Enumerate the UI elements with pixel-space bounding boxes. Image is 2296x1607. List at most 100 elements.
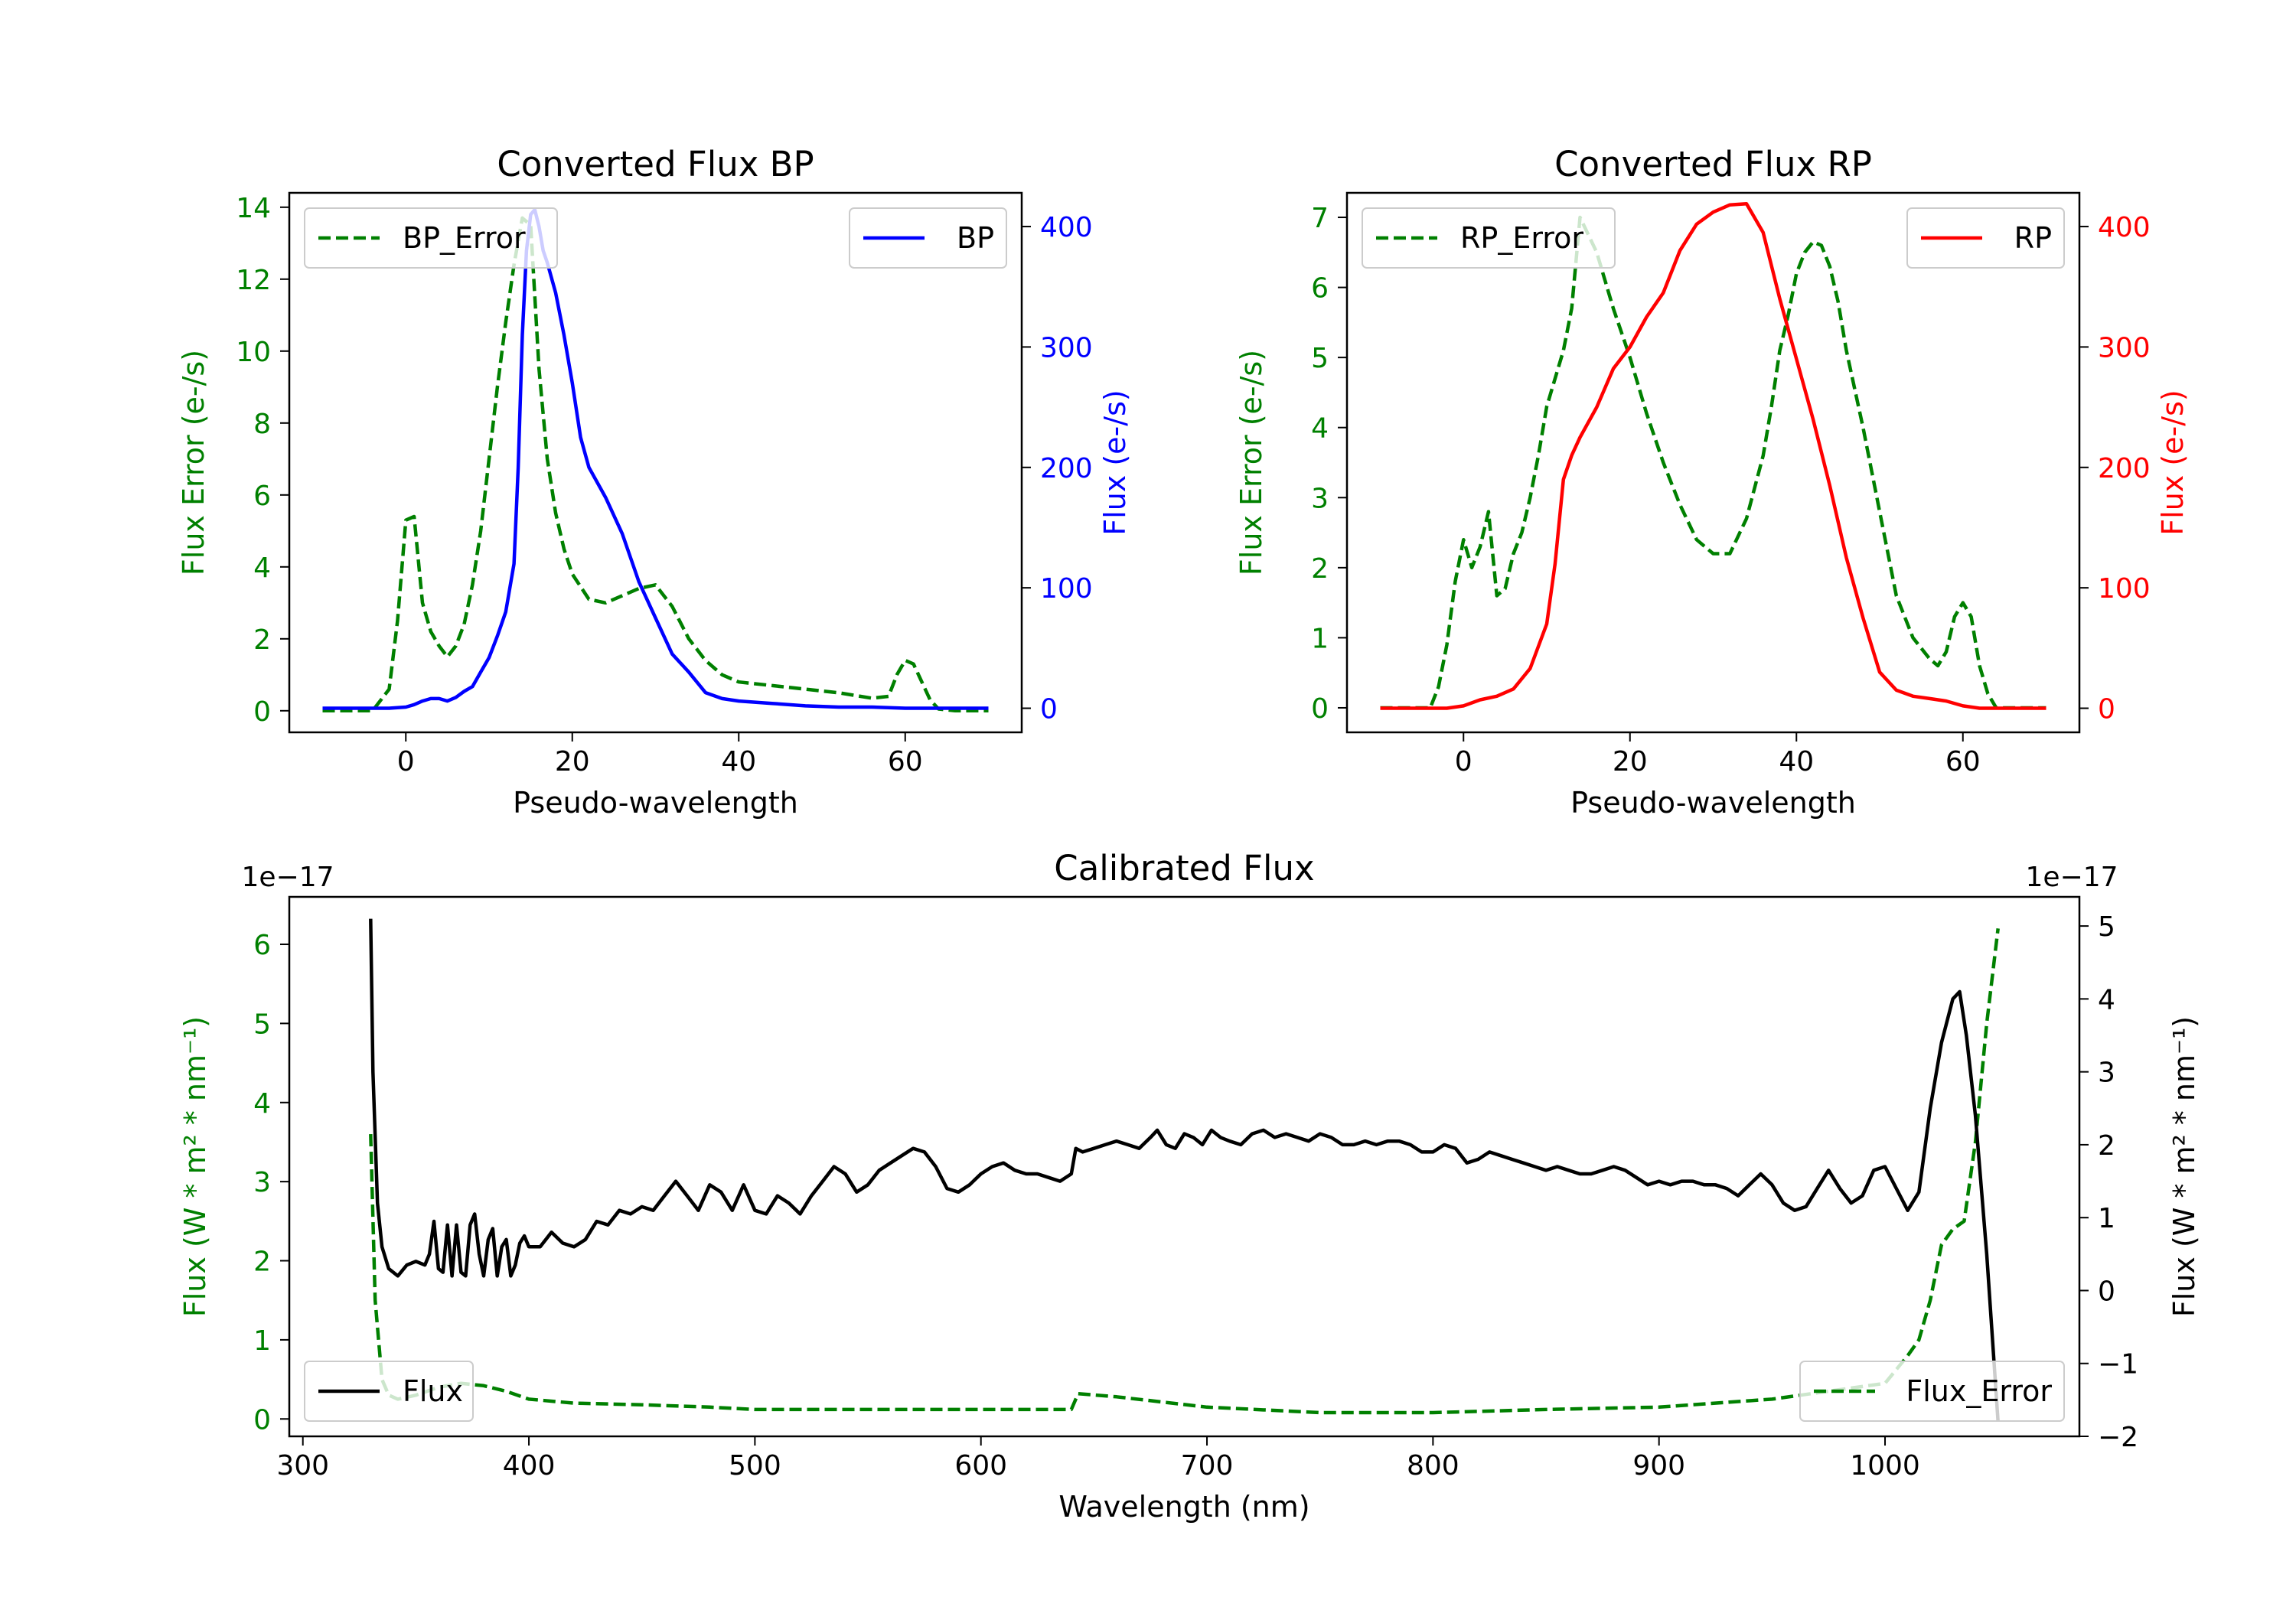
right-y-tick-label: 400 xyxy=(1040,212,1093,243)
left-y-tick-label: 2 xyxy=(253,624,271,656)
plot-frame xyxy=(288,895,2081,1438)
series-line-flux xyxy=(369,918,2000,1423)
x-axis-label: Pseudo-wavelength xyxy=(513,786,798,820)
left-offset-text: 1e−17 xyxy=(241,862,334,893)
series-line-bp-error xyxy=(322,216,989,713)
legend-label: Flux_Error xyxy=(1906,1374,2052,1408)
legend-box xyxy=(304,207,558,269)
left-y-tick-label: 10 xyxy=(236,337,271,368)
legend-label: RP_Error xyxy=(1460,221,1583,255)
right-y-tick-label: 4 xyxy=(2098,984,2115,1015)
right-y-tick-label: −2 xyxy=(2098,1422,2138,1453)
chart-2: Converted Flux RP0 20 40 60Pseudo-wavelengt… xyxy=(1234,144,2190,820)
left-y-tick-label: 0 xyxy=(253,696,271,728)
legend-rp: RP xyxy=(1906,207,2065,269)
left-y-tick-label: 0 xyxy=(1311,693,1329,725)
left-y-tick-label: 1 xyxy=(253,1325,271,1357)
left-y-tick-label: 0 xyxy=(253,1404,271,1436)
x-tick-label: 40 xyxy=(721,746,756,777)
right-offset-text: 1e−17 xyxy=(2025,862,2118,893)
x-tick-label: 800 xyxy=(1407,1450,1459,1482)
left-y-tick-label: 6 xyxy=(253,930,271,961)
legend-flux: Flux xyxy=(304,1361,474,1422)
left-y-tick-label: 3 xyxy=(1311,483,1329,514)
plot-frame xyxy=(288,191,1023,734)
left-y-tick-label: 2 xyxy=(1311,553,1329,585)
right-y-tick-label: 2 xyxy=(2098,1130,2115,1162)
x-tick-label: 1000 xyxy=(1850,1450,1920,1482)
right-y-tick-label: 0 xyxy=(1040,694,1058,725)
x-tick-label: 600 xyxy=(954,1450,1007,1482)
series-line-flux-error xyxy=(369,928,2000,1415)
left-y-axis-label: Flux Error (e-/s) xyxy=(177,350,210,575)
left-y-tick-label: 14 xyxy=(236,193,271,224)
right-y-axis-label: Flux (e-/s) xyxy=(1098,390,1132,535)
x-tick-label: 20 xyxy=(555,746,590,777)
series-line-bp xyxy=(322,207,989,710)
right-y-tick-label: 5 xyxy=(2098,911,2115,943)
plot-frame xyxy=(1345,191,2081,734)
left-y-tick-label: 4 xyxy=(1311,413,1329,445)
legend-label: BP_Error xyxy=(403,221,526,255)
chart-title: Calibrated Flux xyxy=(1054,848,1314,888)
legend-flux-error: Flux_Error xyxy=(1799,1361,2065,1422)
x-tick-label: 900 xyxy=(1632,1450,1685,1482)
left-y-tick-label: 5 xyxy=(253,1009,271,1040)
series-line-rp xyxy=(1380,201,2047,710)
left-y-tick-label: 6 xyxy=(1311,273,1329,305)
right-y-tick-label: 300 xyxy=(1040,332,1093,363)
right-y-tick-label: 200 xyxy=(2098,453,2151,484)
left-y-tick-label: 2 xyxy=(253,1247,271,1278)
left-y-axis-label: Flux Error (e-/s) xyxy=(1234,350,1268,575)
left-y-tick-label: 5 xyxy=(1311,343,1329,374)
x-tick-label: 60 xyxy=(1945,746,1981,777)
left-y-tick-label: 4 xyxy=(253,1088,271,1120)
left-y-tick-label: 3 xyxy=(253,1167,271,1198)
legend-label: BP xyxy=(957,221,994,255)
right-y-tick-label: 100 xyxy=(2098,573,2151,605)
right-y-tick-label: 200 xyxy=(1040,453,1093,484)
series-line-rp-error xyxy=(1380,215,2047,710)
right-y-tick-label: 300 xyxy=(2098,332,2151,363)
legend-label: RP xyxy=(2014,221,2052,255)
left-y-tick-label: 6 xyxy=(253,481,271,512)
right-y-tick-label: 0 xyxy=(2098,1276,2115,1307)
x-tick-label: 40 xyxy=(1779,746,1814,777)
right-y-tick-label: 100 xyxy=(1040,573,1093,605)
x-axis-label: Pseudo-wavelength xyxy=(1570,786,1856,820)
x-tick-label: 60 xyxy=(888,746,923,777)
legend-rp-error: RP_Error xyxy=(1362,207,1616,269)
legend-box xyxy=(849,207,1007,269)
right-y-axis-label: Flux (e-/s) xyxy=(2156,390,2190,535)
right-y-tick-label: −1 xyxy=(2098,1349,2138,1380)
x-tick-label: 500 xyxy=(729,1450,781,1482)
left-y-tick-label: 12 xyxy=(236,265,271,296)
left-y-tick-label: 7 xyxy=(1311,203,1329,234)
x-tick-label: 0 xyxy=(397,746,415,777)
legend-box xyxy=(304,1361,474,1422)
x-tick-label: 400 xyxy=(503,1450,556,1482)
legend-label: Flux xyxy=(403,1374,463,1408)
left-y-tick-label: 8 xyxy=(253,409,271,440)
right-y-tick-label: 0 xyxy=(2098,694,2115,725)
x-tick-label: 20 xyxy=(1613,746,1648,777)
x-axis-label: Wavelength (nm) xyxy=(1058,1490,1309,1524)
x-tick-label: 700 xyxy=(1181,1450,1234,1482)
chart-title: Converted Flux RP xyxy=(1554,144,1872,184)
left-y-tick-label: 4 xyxy=(253,553,271,584)
x-tick-label: 0 xyxy=(1455,746,1473,777)
legend-box xyxy=(1906,207,2065,269)
legend-bp: BP xyxy=(849,207,1007,269)
legend-box xyxy=(1799,1361,2065,1422)
right-y-tick-label: 400 xyxy=(2098,212,2151,243)
chart-title: Converted Flux BP xyxy=(497,144,814,184)
x-tick-label: 300 xyxy=(276,1450,329,1482)
right-y-axis-label: Flux (W * m² * nm⁻¹) xyxy=(2167,1016,2201,1317)
right-y-tick-label: 3 xyxy=(2098,1058,2115,1089)
left-y-tick-label: 1 xyxy=(1311,623,1329,654)
legend-box xyxy=(1362,207,1616,269)
right-y-tick-label: 1 xyxy=(2098,1203,2115,1234)
legend-bp-error: BP_Error xyxy=(304,207,558,269)
